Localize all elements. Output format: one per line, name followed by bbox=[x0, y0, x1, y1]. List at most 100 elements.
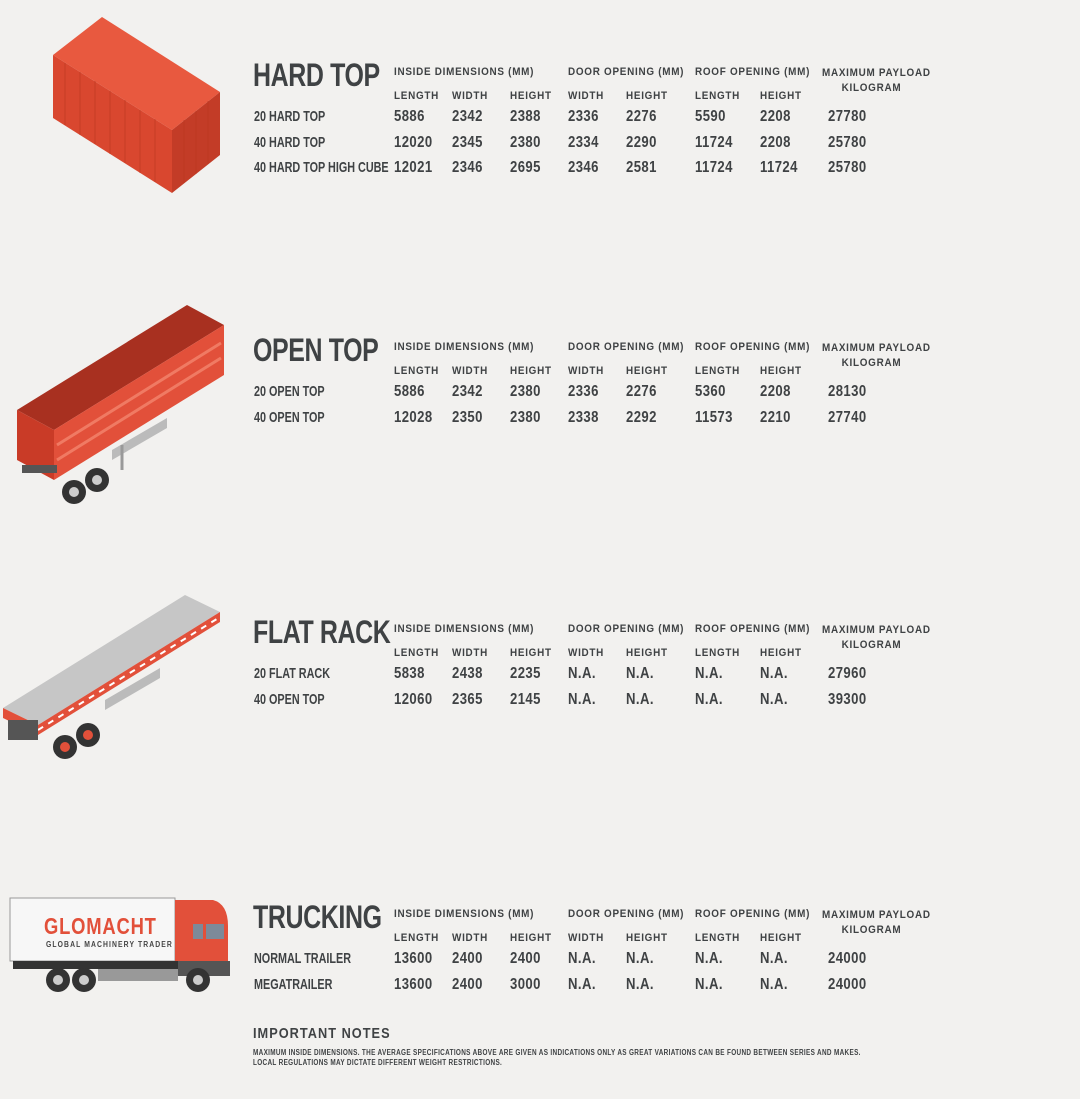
sub-header: LENGTH bbox=[695, 932, 741, 944]
max-payload-header: MAXIMUM PAYLOAD KILOGRAM bbox=[822, 341, 931, 371]
table-cell: 2208 bbox=[760, 108, 791, 125]
table-cell: 2235 bbox=[510, 665, 541, 682]
table-cell: N.A. bbox=[760, 665, 788, 682]
sub-header: WIDTH bbox=[568, 932, 605, 944]
sub-header: HEIGHT bbox=[626, 932, 668, 944]
important-notes-heading: IMPORTANT NOTES bbox=[253, 1025, 391, 1042]
sub-header: WIDTH bbox=[452, 647, 489, 659]
table-cell: 2336 bbox=[568, 383, 599, 400]
sub-header: WIDTH bbox=[452, 90, 489, 102]
table-cell: 3000 bbox=[510, 975, 541, 993]
sub-header: HEIGHT bbox=[626, 647, 668, 659]
sub-header: HEIGHT bbox=[760, 647, 802, 659]
table-cell: 2334 bbox=[568, 133, 599, 151]
table-cell: 12021 bbox=[394, 159, 433, 176]
table-cell: N.A. bbox=[568, 690, 596, 708]
table-cell: 5838 bbox=[394, 665, 425, 682]
table-cell: 11573 bbox=[695, 408, 733, 426]
table-cell: N.A. bbox=[760, 950, 788, 967]
sub-header: WIDTH bbox=[452, 932, 489, 944]
table-cell: 25780 bbox=[828, 159, 867, 176]
table-cell: 24000 bbox=[828, 975, 867, 993]
sub-header: LENGTH bbox=[695, 647, 741, 659]
table-cell: 2350 bbox=[452, 408, 483, 426]
max-payload-label: MAXIMUM PAYLOAD bbox=[822, 342, 931, 354]
table-cell: 13600 bbox=[394, 950, 433, 967]
roof-opening-header: ROOF OPENING (MM) bbox=[695, 908, 811, 920]
table-cell: 2380 bbox=[510, 408, 541, 426]
door-opening-header: DOOR OPENING (MM) bbox=[568, 341, 685, 353]
table-cell: N.A. bbox=[568, 950, 596, 967]
table-cell: 2400 bbox=[510, 950, 541, 967]
notes-line-1: MAXIMUM INSIDE DIMENSIONS. THE AVERAGE S… bbox=[253, 1048, 861, 1057]
inside-dimensions-header: INSIDE DIMENSIONS (MM) bbox=[394, 623, 535, 635]
row-name: 20 OPEN TOP bbox=[254, 383, 325, 400]
table-cell: 2380 bbox=[510, 133, 541, 151]
table-cell: 39300 bbox=[828, 690, 867, 708]
max-payload-header: MAXIMUM PAYLOAD KILOGRAM bbox=[822, 66, 930, 96]
table-cell: 2210 bbox=[760, 408, 791, 426]
table-cell: 28130 bbox=[828, 383, 867, 400]
table-cell: 5360 bbox=[695, 383, 726, 400]
sub-header: HEIGHT bbox=[760, 90, 802, 102]
sub-header: LENGTH bbox=[394, 365, 440, 377]
sub-header: HEIGHT bbox=[626, 365, 668, 377]
table-cell: 27780 bbox=[828, 108, 867, 125]
table-cell: 2345 bbox=[452, 133, 483, 151]
sub-header: WIDTH bbox=[568, 647, 605, 659]
payload-unit-label: KILOGRAM bbox=[841, 639, 902, 651]
row-name: 40 OPEN TOP bbox=[254, 408, 325, 426]
table-cell: 2400 bbox=[452, 975, 483, 993]
table-cell: 25780 bbox=[828, 133, 867, 151]
section-title: HARD TOP bbox=[253, 57, 380, 93]
row-name: 20 FLAT RACK bbox=[254, 665, 331, 682]
table-cell: N.A. bbox=[568, 665, 596, 682]
sub-header: LENGTH bbox=[695, 365, 741, 377]
grey-flat-rack-trailer-illustration bbox=[3, 595, 221, 759]
table-cell: 11724 bbox=[695, 133, 733, 151]
inside-dimensions-header: INSIDE DIMENSIONS (MM) bbox=[394, 908, 535, 920]
table-cell: 2208 bbox=[760, 383, 791, 400]
sub-header: HEIGHT bbox=[510, 90, 552, 102]
sub-header: LENGTH bbox=[394, 90, 440, 102]
sub-header: HEIGHT bbox=[626, 90, 668, 102]
sub-header: HEIGHT bbox=[510, 647, 552, 659]
table-cell: 2276 bbox=[626, 108, 657, 125]
sub-header: HEIGHT bbox=[760, 365, 802, 377]
table-cell: N.A. bbox=[695, 950, 723, 967]
roof-opening-header: ROOF OPENING (MM) bbox=[695, 623, 811, 635]
section-trucking: TRUCKING INSIDE DIMENSIONS (MM) DOOR OPENI… bbox=[0, 899, 1080, 1099]
row-name: 40 OPEN TOP bbox=[254, 690, 325, 708]
table-cell: N.A. bbox=[695, 690, 723, 708]
section-flat-rack: FLAT RACK INSIDE DIMENSIONS (MM) DOOR OPEN… bbox=[0, 614, 1080, 814]
table-cell: 12060 bbox=[394, 690, 433, 708]
table-cell: 2346 bbox=[568, 159, 599, 176]
roof-opening-header: ROOF OPENING (MM) bbox=[695, 66, 811, 78]
table-cell: N.A. bbox=[695, 975, 723, 993]
table-cell: 2380 bbox=[510, 383, 541, 400]
sub-header: LENGTH bbox=[695, 90, 741, 102]
glomacht-logo: GLOMACHT bbox=[44, 913, 157, 939]
table-cell: N.A. bbox=[626, 975, 654, 993]
sub-header: WIDTH bbox=[568, 90, 605, 102]
table-cell: 2346 bbox=[452, 159, 483, 176]
roof-opening-header: ROOF OPENING (MM) bbox=[695, 341, 811, 353]
glomacht-truck-illustration: GLOMACHT GLOBAL MACHINERY TRADER bbox=[8, 896, 233, 996]
max-payload-header: MAXIMUM PAYLOAD KILOGRAM bbox=[822, 623, 930, 653]
row-name: MEGATRAILER bbox=[254, 975, 333, 993]
table-cell: 2438 bbox=[452, 665, 483, 682]
sub-header: HEIGHT bbox=[760, 932, 802, 944]
table-cell: 11724 bbox=[760, 159, 798, 176]
row-name: 20 HARD TOP bbox=[254, 108, 326, 125]
table-cell: N.A. bbox=[760, 975, 788, 993]
notes-line-2: LOCAL REGULATIONS MAY DICTATE DIFFERENT … bbox=[253, 1058, 503, 1067]
table-cell: N.A. bbox=[626, 690, 654, 708]
table-cell: 2388 bbox=[510, 108, 541, 125]
row-name: 40 HARD TOP HIGH CUBE bbox=[254, 159, 389, 176]
table-cell: 2338 bbox=[568, 408, 599, 426]
max-payload-label: MAXIMUM PAYLOAD bbox=[822, 909, 931, 921]
section-open-top: OPEN TOP INSIDE DIMENSIONS (MM) DOOR OPENI… bbox=[0, 332, 1080, 532]
table-cell: 2208 bbox=[760, 133, 791, 151]
table-cell: 2342 bbox=[452, 383, 483, 400]
row-name: NORMAL TRAILER bbox=[254, 950, 351, 967]
